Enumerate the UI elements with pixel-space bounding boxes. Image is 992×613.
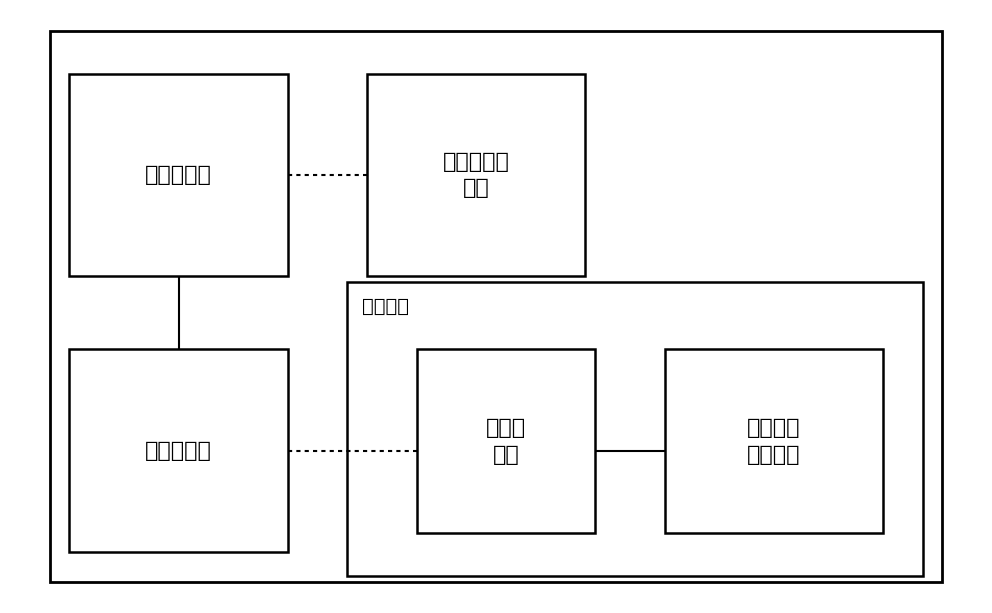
Text: 光产生模块: 光产生模块 <box>145 165 212 185</box>
Bar <box>367 74 585 276</box>
Text: 光照射
探头: 光照射 探头 <box>486 418 526 465</box>
Text: 探头位置
调整模块: 探头位置 调整模块 <box>747 418 801 465</box>
Text: 光传输模块: 光传输模块 <box>145 441 212 460</box>
Bar <box>665 349 883 533</box>
Bar <box>417 349 595 533</box>
Text: 固定装置: 固定装置 <box>362 297 409 316</box>
Text: 光参数调控
模块: 光参数调控 模块 <box>442 151 510 198</box>
Bar <box>347 282 923 576</box>
Bar <box>69 349 288 552</box>
Bar <box>69 74 288 276</box>
